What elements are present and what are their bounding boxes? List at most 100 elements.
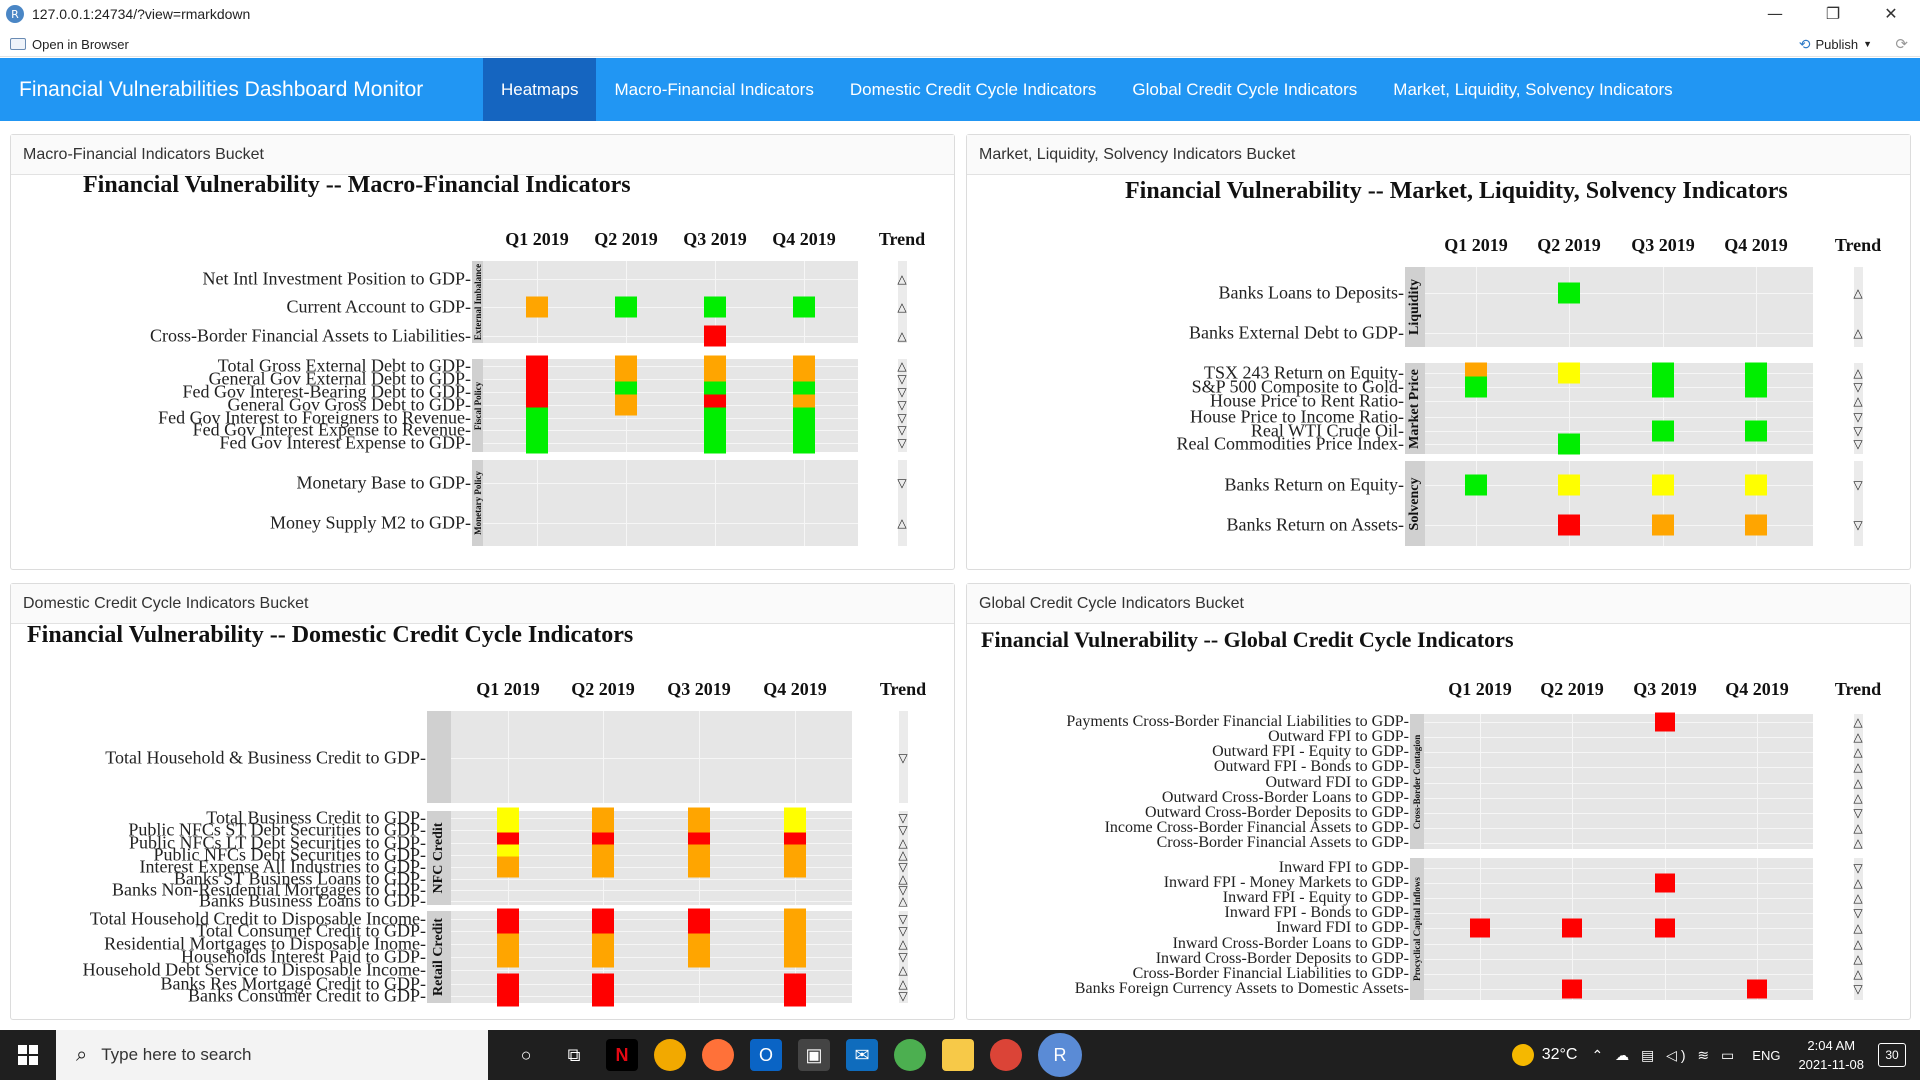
tab-domestic-credit[interactable]: Domestic Credit Cycle Indicators	[849, 80, 1097, 99]
refresh-icon[interactable]: ⟳	[1895, 36, 1908, 53]
trend-down-icon: ▽	[1853, 437, 1863, 451]
trend-column-background	[897, 359, 907, 452]
heatmap-cell	[1655, 873, 1675, 893]
trend-down-icon: ▽	[1853, 410, 1863, 424]
indicator-label: Banks External Debt to GDP-	[1189, 322, 1404, 343]
trend-down-icon: ▽	[898, 823, 908, 837]
trend-down-icon: ▽	[1853, 906, 1863, 920]
grid-line	[1757, 714, 1758, 849]
close-button[interactable]: ✕	[1884, 4, 1898, 23]
grid-line	[804, 460, 805, 546]
trend-up-icon: △	[1853, 821, 1863, 835]
heatmap-cell	[704, 296, 726, 318]
grid-line	[1425, 293, 1813, 294]
trend-up-icon: △	[897, 272, 907, 286]
taskbar-clock[interactable]: 2:04 AM 2021-11-08	[1798, 1036, 1864, 1074]
chrome-profile-icon[interactable]	[990, 1039, 1022, 1071]
netflix-icon[interactable]: N	[606, 1039, 638, 1071]
grid-line	[1663, 267, 1664, 347]
trend-down-icon: ▽	[897, 385, 907, 399]
trend-down-icon: ▽	[898, 860, 908, 874]
macro-financial-panel: Macro-Financial Indicators Bucket Financ…	[10, 134, 955, 570]
outlook-icon[interactable]: O	[750, 1039, 782, 1071]
trend-up-icon: △	[897, 329, 907, 343]
tab-market-liquidity-solvency[interactable]: Market, Liquidity, Solvency Indicators	[1393, 80, 1673, 99]
start-button[interactable]	[0, 1030, 56, 1080]
heatmap-title: Financial Vulnerability -- Domestic Cred…	[27, 622, 634, 648]
grid-line	[1663, 461, 1664, 546]
mail-icon[interactable]: ✉	[846, 1039, 878, 1071]
grid-line	[603, 711, 604, 803]
file-explorer-icon[interactable]	[942, 1039, 974, 1071]
store-icon[interactable]: ▣	[798, 1039, 830, 1071]
grid-line	[451, 843, 852, 844]
indicator-label: Outward FPI to GDP-	[1268, 728, 1409, 745]
rstudio-icon[interactable]: R	[1038, 1033, 1082, 1077]
trend-up-icon: △	[1853, 836, 1863, 850]
trend-header: Trend	[878, 229, 926, 249]
grid-line	[1424, 767, 1813, 768]
trend-down-icon: ▽	[898, 924, 908, 938]
indicator-label: Cross-Border Financial Liabilities to GD…	[1132, 965, 1409, 982]
dashboard-brand: Financial Vulnerabilities Dashboard Moni…	[19, 77, 424, 101]
trend-column-background	[898, 911, 908, 1003]
open-in-browser-button[interactable]: Open in Browser	[10, 37, 129, 52]
grid-line	[1476, 267, 1477, 347]
heatmap-cell	[1745, 474, 1767, 496]
heatmap-cell	[497, 946, 519, 968]
heatmap-cell	[1655, 712, 1675, 732]
global-credit-panel: Global Credit Cycle Indicators Bucket Fi…	[966, 583, 1911, 1020]
tab-global-credit[interactable]: Global Credit Cycle Indicators	[1132, 80, 1358, 99]
grid-line	[483, 279, 858, 280]
trend-column-background	[897, 460, 907, 546]
trend-down-icon: ▽	[897, 398, 907, 412]
restore-button[interactable]: ❐	[1825, 4, 1841, 23]
grid-line	[1476, 363, 1477, 454]
quarter-header: Q3 2019	[667, 679, 731, 699]
heatmap-cell	[1558, 362, 1580, 384]
chrome-icon[interactable]	[894, 1039, 926, 1071]
facet-strip	[472, 359, 483, 452]
task-view-icon[interactable]: ⧉	[567, 1044, 581, 1065]
panel-header: Macro-Financial Indicators Bucket	[11, 135, 954, 175]
grid-line	[1480, 714, 1481, 849]
grid-line	[1569, 267, 1570, 347]
trend-column-background	[1853, 714, 1863, 849]
trend-up-icon: △	[1853, 715, 1863, 729]
indicator-label: Total Household Credit to Disposable Inc…	[89, 908, 426, 929]
firefox-icon[interactable]	[702, 1039, 734, 1071]
indicator-label: Outward FPI - Bonds to GDP-	[1213, 758, 1409, 775]
grid-line	[483, 366, 858, 367]
grid-line	[483, 405, 858, 406]
weather-widget[interactable]: 32°C	[1511, 1044, 1577, 1066]
grid-line	[1425, 401, 1813, 402]
chrome-canary-icon[interactable]	[654, 1039, 686, 1071]
publish-button[interactable]: ⟲ Publish ▼	[1799, 36, 1872, 53]
trend-up-icon: △	[898, 894, 908, 908]
facet-strip-label: Retail Credit	[431, 918, 446, 996]
facet-background	[1424, 714, 1813, 849]
heatmap-cell	[526, 296, 548, 318]
windows-taskbar: ⌕ Type here to search ○ ⧉ N O ▣ ✉ R 32°C…	[0, 1030, 1920, 1080]
indicator-label: Public NFCs Debt Securities to GDP-	[153, 844, 427, 865]
cortana-icon[interactable]: ○	[520, 1044, 532, 1065]
indicator-label: Banks ST Business Loans to GDP-	[173, 868, 426, 889]
notification-center-button[interactable]: 30	[1878, 1043, 1906, 1067]
taskbar-search-box[interactable]: ⌕ Type here to search	[56, 1030, 488, 1080]
facet-background	[483, 460, 858, 546]
minimize-button[interactable]: —	[1767, 4, 1783, 23]
quarter-header: Q2 2019	[571, 679, 635, 699]
language-indicator[interactable]: ENG	[1752, 1047, 1781, 1063]
tab-macro-financial[interactable]: Macro-Financial Indicators	[614, 80, 814, 99]
quarter-header: Q1 2019	[476, 679, 540, 699]
heatmap-cell	[1652, 420, 1674, 442]
window-url: 127.0.0.1:24734/?view=rmarkdown	[32, 6, 251, 22]
facet-strip	[427, 911, 451, 1003]
grid-line	[1756, 363, 1757, 454]
panel-header: Domestic Credit Cycle Indicators Bucket	[11, 584, 954, 624]
heatmap-cell	[1745, 376, 1767, 398]
tab-heatmaps[interactable]: Heatmaps	[483, 58, 597, 121]
grid-line	[451, 970, 852, 971]
grid-line	[451, 855, 852, 856]
tray-icons[interactable]: ⌃ ☁ ▤ ◁) ≋ ▭	[1591, 1046, 1739, 1063]
